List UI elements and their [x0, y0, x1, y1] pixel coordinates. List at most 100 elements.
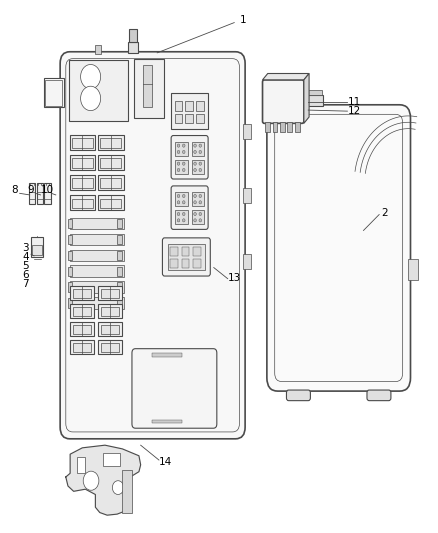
- Bar: [68, 219, 72, 228]
- Bar: [117, 298, 121, 308]
- Text: 7: 7: [22, 279, 28, 289]
- Bar: [170, 259, 178, 268]
- Bar: [280, 122, 285, 132]
- Bar: [70, 340, 94, 354]
- Bar: [152, 353, 182, 357]
- Bar: [77, 457, 85, 473]
- Bar: [99, 286, 122, 300]
- Bar: [70, 322, 94, 336]
- Bar: [134, 59, 164, 118]
- Bar: [192, 192, 204, 206]
- Bar: [99, 175, 124, 190]
- Circle shape: [199, 195, 201, 198]
- Bar: [70, 304, 94, 318]
- Bar: [100, 158, 121, 168]
- Bar: [127, 42, 138, 53]
- Circle shape: [177, 201, 180, 204]
- Bar: [182, 247, 189, 256]
- Circle shape: [183, 195, 185, 198]
- Bar: [193, 259, 201, 268]
- Circle shape: [177, 144, 180, 147]
- Bar: [243, 124, 251, 139]
- Bar: [72, 158, 93, 168]
- Bar: [408, 259, 418, 280]
- Bar: [170, 247, 178, 256]
- FancyBboxPatch shape: [262, 80, 304, 123]
- Bar: [117, 235, 121, 244]
- FancyBboxPatch shape: [171, 135, 208, 179]
- Bar: [99, 340, 122, 354]
- Text: 8: 8: [11, 184, 18, 195]
- Polygon shape: [304, 74, 309, 123]
- Bar: [70, 297, 124, 309]
- Circle shape: [113, 481, 124, 495]
- Bar: [129, 29, 137, 42]
- Bar: [70, 233, 124, 245]
- Bar: [68, 235, 72, 244]
- Text: 1: 1: [240, 15, 246, 25]
- Bar: [70, 175, 95, 190]
- FancyBboxPatch shape: [60, 52, 245, 439]
- Bar: [175, 101, 183, 111]
- Bar: [99, 196, 124, 211]
- Circle shape: [183, 201, 185, 204]
- Bar: [101, 325, 119, 334]
- Circle shape: [81, 64, 101, 89]
- Circle shape: [194, 168, 196, 172]
- Circle shape: [183, 162, 185, 165]
- FancyBboxPatch shape: [267, 105, 410, 391]
- Bar: [196, 114, 204, 123]
- Bar: [185, 101, 193, 111]
- Bar: [72, 179, 93, 188]
- Text: 11: 11: [348, 97, 361, 107]
- Bar: [99, 135, 124, 150]
- Circle shape: [199, 144, 201, 147]
- Circle shape: [194, 213, 196, 216]
- Circle shape: [194, 219, 196, 222]
- Text: 10: 10: [41, 184, 53, 195]
- Text: 2: 2: [381, 208, 388, 219]
- Bar: [73, 289, 91, 298]
- Bar: [193, 247, 201, 256]
- Bar: [95, 45, 102, 54]
- Bar: [68, 266, 72, 276]
- Circle shape: [177, 168, 180, 172]
- Bar: [68, 251, 72, 260]
- Bar: [99, 155, 124, 170]
- Bar: [69, 60, 127, 120]
- Bar: [176, 160, 187, 174]
- Circle shape: [183, 144, 185, 147]
- Text: 5: 5: [22, 261, 28, 271]
- Bar: [70, 135, 95, 150]
- Bar: [168, 244, 205, 270]
- Text: 4: 4: [22, 252, 28, 262]
- Bar: [100, 199, 121, 208]
- Text: 14: 14: [159, 457, 173, 466]
- Circle shape: [183, 213, 185, 216]
- Text: 12: 12: [348, 106, 361, 116]
- Circle shape: [183, 150, 185, 154]
- Polygon shape: [262, 74, 309, 80]
- FancyBboxPatch shape: [132, 349, 217, 428]
- Circle shape: [177, 213, 180, 216]
- Bar: [287, 122, 292, 132]
- Circle shape: [183, 168, 185, 172]
- Bar: [46, 80, 62, 106]
- Bar: [100, 179, 121, 188]
- Bar: [176, 142, 187, 156]
- Text: 3: 3: [22, 243, 28, 253]
- Bar: [101, 343, 119, 352]
- Bar: [70, 281, 124, 293]
- Bar: [70, 286, 94, 300]
- Bar: [70, 196, 95, 211]
- Bar: [192, 142, 204, 156]
- Bar: [176, 211, 187, 224]
- Bar: [117, 266, 121, 276]
- Bar: [99, 304, 122, 318]
- Bar: [176, 192, 187, 206]
- Bar: [117, 282, 121, 292]
- Bar: [192, 211, 204, 224]
- Bar: [70, 265, 124, 277]
- Circle shape: [83, 471, 99, 490]
- Circle shape: [177, 162, 180, 165]
